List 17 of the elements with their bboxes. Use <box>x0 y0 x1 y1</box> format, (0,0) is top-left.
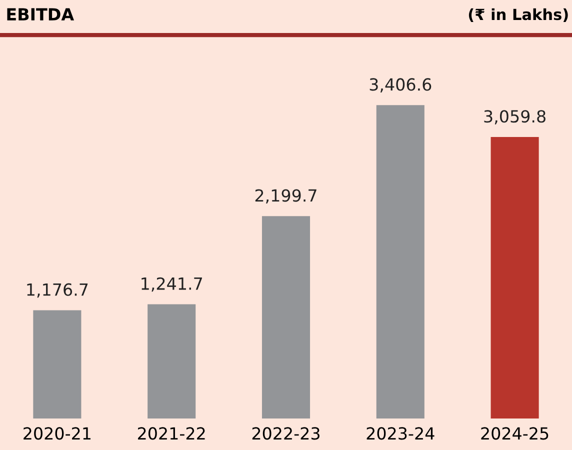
data-label: 2,199.7 <box>255 189 316 204</box>
x-tick-label: 2022-23 <box>252 427 320 440</box>
text: (₹ in Lakhs) <box>468 8 568 22</box>
chart-title: EBITDA <box>7 8 74 20</box>
bar <box>490 137 539 418</box>
x-tick-label: 2020-21 <box>24 427 90 440</box>
bar <box>262 216 310 418</box>
data-label: 3,406.6 <box>370 78 432 92</box>
data-label: 3,059.8 <box>484 110 546 124</box>
bar <box>148 304 196 418</box>
x-tick-label: 2024-25 <box>481 427 548 440</box>
bar <box>376 105 424 418</box>
x-tick-label: 2021-22 <box>138 427 205 440</box>
data-label: 1,176.7 <box>27 283 88 298</box>
x-tick-label: 2023-24 <box>366 427 434 440</box>
data-label: 1,241.7 <box>142 277 202 292</box>
bar <box>33 310 82 418</box>
